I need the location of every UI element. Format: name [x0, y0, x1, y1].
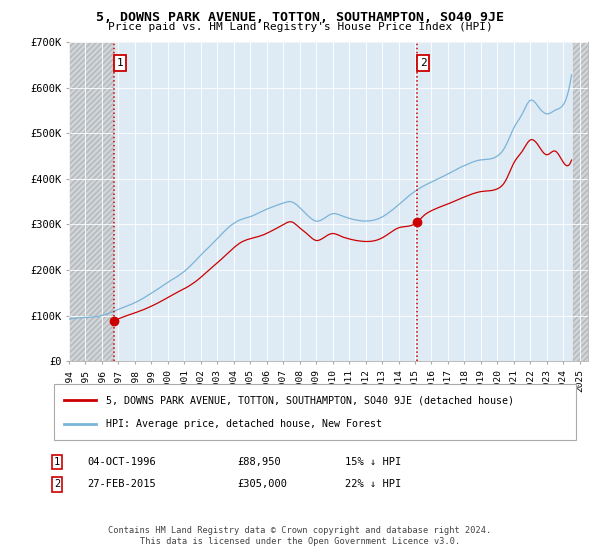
Bar [573, 42, 588, 361]
Bar [573, 42, 588, 361]
Bar [69, 42, 113, 361]
Text: This data is licensed under the Open Government Licence v3.0.: This data is licensed under the Open Gov… [140, 538, 460, 547]
Text: £88,950: £88,950 [237, 457, 281, 467]
Text: 22% ↓ HPI: 22% ↓ HPI [345, 479, 401, 489]
Text: 5, DOWNS PARK AVENUE, TOTTON, SOUTHAMPTON, SO40 9JE: 5, DOWNS PARK AVENUE, TOTTON, SOUTHAMPTO… [96, 11, 504, 24]
Text: £305,000: £305,000 [237, 479, 287, 489]
Text: HPI: Average price, detached house, New Forest: HPI: Average price, detached house, New … [106, 419, 382, 429]
Text: 04-OCT-1996: 04-OCT-1996 [87, 457, 156, 467]
Text: 27-FEB-2015: 27-FEB-2015 [87, 479, 156, 489]
Text: 1: 1 [117, 58, 124, 68]
Text: 1: 1 [54, 457, 60, 467]
FancyBboxPatch shape [54, 384, 576, 440]
Text: 2: 2 [54, 479, 60, 489]
Text: Contains HM Land Registry data © Crown copyright and database right 2024.: Contains HM Land Registry data © Crown c… [109, 526, 491, 535]
Text: 2: 2 [420, 58, 427, 68]
Bar [69, 42, 113, 361]
Text: 5, DOWNS PARK AVENUE, TOTTON, SOUTHAMPTON, SO40 9JE (detached house): 5, DOWNS PARK AVENUE, TOTTON, SOUTHAMPTO… [106, 395, 514, 405]
Text: Price paid vs. HM Land Registry's House Price Index (HPI): Price paid vs. HM Land Registry's House … [107, 22, 493, 32]
Text: 15% ↓ HPI: 15% ↓ HPI [345, 457, 401, 467]
